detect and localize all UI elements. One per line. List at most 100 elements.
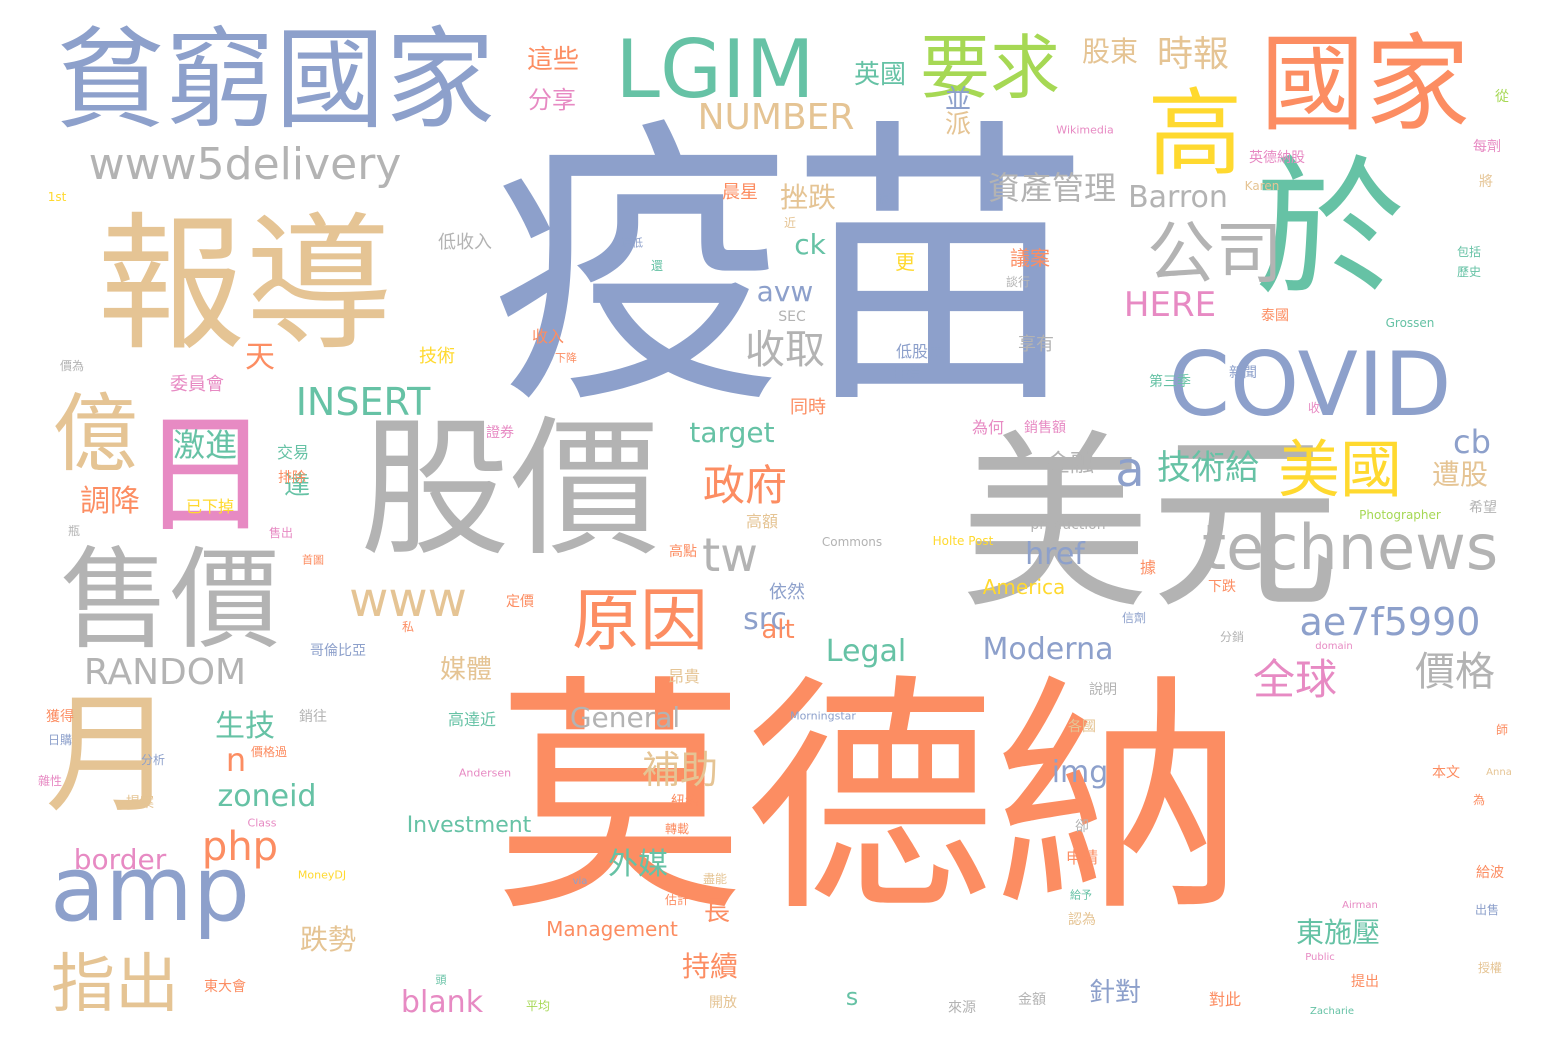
word: 政府 (702, 461, 788, 510)
word: 生技 (215, 709, 275, 744)
word: 收取 (745, 327, 825, 373)
word: php (201, 824, 279, 870)
word: 委員會 (170, 374, 224, 395)
word: 泰國 (1261, 308, 1289, 324)
word: Investment (406, 813, 532, 838)
word: 國家 (1259, 23, 1471, 146)
word: target (689, 416, 775, 449)
word: 瓶 (67, 524, 81, 538)
word: 師 (1495, 723, 1509, 737)
word: 針對 (1088, 978, 1142, 1008)
word: n (225, 741, 247, 779)
word: 第三季 (1149, 374, 1191, 390)
word: amp (50, 837, 250, 942)
word: href (1025, 537, 1085, 572)
word: via (572, 876, 588, 887)
word: 各國 (1068, 719, 1096, 735)
word: tw (702, 528, 758, 582)
word: 資產管理 (987, 169, 1117, 207)
word: 東大會 (204, 979, 246, 995)
word: RANDOM (83, 652, 247, 693)
word: 複 (877, 191, 891, 205)
word: Grossen (1385, 316, 1435, 330)
word: 晨星 (722, 182, 758, 203)
word: Moderna (982, 632, 1114, 667)
word: 日購 (47, 733, 73, 747)
word: 首圖 (302, 553, 324, 567)
word: 申請 (1065, 848, 1099, 867)
word: ae7f5990 (1299, 600, 1481, 644)
word: 價為 (59, 359, 85, 373)
word: 開放 (709, 995, 737, 1011)
word: 分享 (528, 86, 576, 114)
word: 定價 (506, 594, 534, 610)
word: MoneyDJ (297, 868, 347, 882)
word: 給予 (1070, 888, 1092, 902)
word: 指出 (51, 948, 179, 1022)
word: Holte Post (932, 534, 994, 548)
word: 遭股 (1431, 458, 1489, 491)
word: Karen (1244, 179, 1280, 193)
word: 希望 (1469, 500, 1497, 516)
word: 排除 (278, 470, 306, 486)
word: 低股票 (895, 342, 945, 361)
word: 派 (944, 110, 972, 140)
word: 對此 (1208, 990, 1242, 1009)
word: 享有 (1018, 334, 1054, 355)
word: src (743, 602, 787, 637)
word: s (845, 983, 859, 1011)
word: 補助 (641, 748, 719, 792)
word: 天 (245, 340, 275, 375)
word: 美元 (959, 414, 1341, 635)
word: 這些 (526, 45, 580, 75)
word: 據 (1139, 558, 1157, 577)
word: 新聞 (1229, 365, 1257, 381)
word: technews (1201, 511, 1499, 584)
word: 說明 (1089, 682, 1117, 698)
word: 日 (139, 399, 271, 551)
word: www5delivery (88, 139, 402, 190)
word: 銷售額 (1024, 420, 1066, 436)
word: 依然 (769, 582, 805, 603)
word: cb (1453, 423, 1491, 461)
word: 高額 (745, 512, 779, 531)
word: 哥倫比亞 (310, 643, 366, 659)
word: 本文 (1432, 765, 1460, 781)
word: 要求 (920, 27, 1060, 109)
word: 來源 (948, 1000, 976, 1016)
word: 近 (783, 216, 797, 230)
word: 議案 (1010, 246, 1050, 270)
word: 談行 (1005, 275, 1031, 289)
word: 高 (1147, 79, 1243, 190)
word: Zacharie (1310, 1006, 1354, 1017)
word: 達 (283, 471, 311, 501)
word: 為 (1472, 793, 1486, 807)
word: 長 (703, 897, 731, 927)
word: 卻 (1075, 819, 1089, 835)
word: 調降 (80, 484, 140, 519)
word: 高點 (669, 544, 697, 560)
word: 全球 (1252, 655, 1338, 704)
word: 信劑 (1121, 611, 1147, 625)
word: 媒體 (439, 655, 493, 685)
word: Management (546, 917, 678, 941)
word: production (1030, 517, 1106, 533)
word: 外媒 (608, 847, 668, 882)
word: 私 (401, 620, 415, 634)
word: 價格 (1415, 649, 1495, 695)
word: 同時 (790, 397, 826, 418)
word: 還 (650, 259, 664, 273)
word: 雜性 (37, 774, 63, 788)
word: HERE (1123, 285, 1217, 325)
word: 已下掉 (185, 497, 235, 516)
word: 紐約 (671, 794, 699, 810)
word: 包括 (1456, 245, 1482, 259)
word: 億 (52, 385, 138, 485)
word: 跌勢 (299, 923, 357, 956)
word: 提案 (126, 795, 154, 811)
word: 交易 (276, 443, 310, 462)
word: 金融 (1046, 449, 1094, 477)
word: 證券 (486, 425, 514, 441)
word: 激進 (172, 426, 238, 464)
